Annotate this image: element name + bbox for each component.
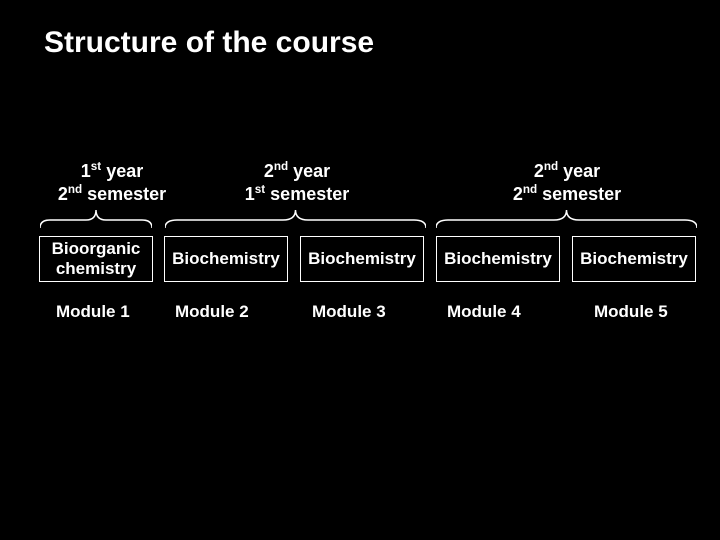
year1-line2-sup: nd xyxy=(68,183,82,196)
year-label-2: 2nd year 1st semester xyxy=(232,160,362,205)
year2a-line2-sup: st xyxy=(255,183,265,196)
year1-line2-pre: 2 xyxy=(58,184,68,204)
subject-box-4: Biochemistry xyxy=(436,236,560,282)
year1-line1-pre: 1 xyxy=(81,161,91,181)
subj4-l1: Biochemistry xyxy=(444,249,552,269)
brace-3 xyxy=(436,208,697,228)
year1-line1-post: year xyxy=(101,161,143,181)
brace-2 xyxy=(165,208,426,228)
module-label-2: Module 2 xyxy=(175,302,249,322)
year2b-line2-sup: nd xyxy=(523,183,537,196)
year2a-line2-post: semester xyxy=(265,184,349,204)
year-label-3: 2nd year 2nd semester xyxy=(502,160,632,205)
subj1-l2: chemistry xyxy=(56,259,136,278)
subj2-l1: Biochemistry xyxy=(172,249,280,269)
year2b-line1-post: year xyxy=(558,161,600,181)
subject-box-2: Biochemistry xyxy=(164,236,288,282)
page-title: Structure of the course xyxy=(44,26,374,60)
year2a-line1-post: year xyxy=(288,161,330,181)
subj5-l1: Biochemistry xyxy=(580,249,688,269)
year2a-line1-pre: 2 xyxy=(264,161,274,181)
year2a-line1-sup: nd xyxy=(274,160,288,173)
subject-box-5: Biochemistry xyxy=(572,236,696,282)
subject-box-1: Bioorganic chemistry xyxy=(39,236,153,282)
module-label-3: Module 3 xyxy=(312,302,386,322)
subj3-l1: Biochemistry xyxy=(308,249,416,269)
year2b-line2-post: semester xyxy=(537,184,621,204)
subject-box-3: Biochemistry xyxy=(300,236,424,282)
module-label-1: Module 1 xyxy=(56,302,130,322)
year2b-line2-pre: 2 xyxy=(513,184,523,204)
module-label-4: Module 4 xyxy=(447,302,521,322)
year2b-line1-sup: nd xyxy=(544,160,558,173)
year2a-line2-pre: 1 xyxy=(245,184,255,204)
subj1-l1: Bioorganic xyxy=(52,239,141,258)
year2b-line1-pre: 2 xyxy=(534,161,544,181)
year-label-1: 1st year 2nd semester xyxy=(52,160,172,205)
brace-1 xyxy=(40,208,152,228)
year1-line1-sup: st xyxy=(91,160,101,173)
module-label-5: Module 5 xyxy=(594,302,668,322)
year1-line2-post: semester xyxy=(82,184,166,204)
